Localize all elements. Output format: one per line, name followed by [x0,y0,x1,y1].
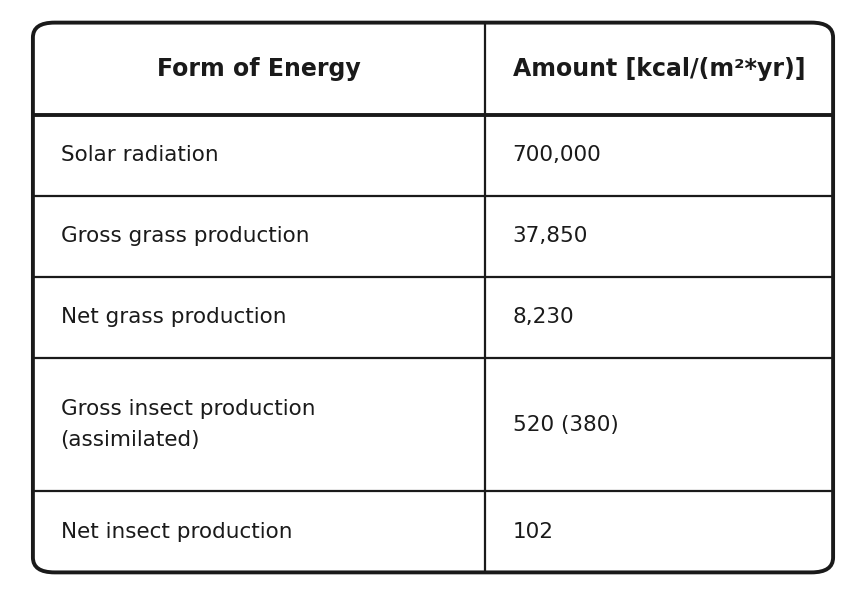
Text: Net grass production: Net grass production [61,307,286,327]
Text: 8,230: 8,230 [513,307,574,327]
Text: Net insect production: Net insect production [61,522,292,542]
Text: 37,850: 37,850 [513,226,588,246]
Text: Form of Energy: Form of Energy [157,57,361,81]
Text: 520 (380): 520 (380) [513,415,618,434]
Text: Gross grass production: Gross grass production [61,226,309,246]
Text: 700,000: 700,000 [513,145,602,165]
Text: Solar radiation: Solar radiation [61,145,218,165]
Text: Gross insect production
(assimilated): Gross insect production (assimilated) [61,399,315,450]
Text: 102: 102 [513,522,553,542]
Text: Amount [kcal/(m²*yr)]: Amount [kcal/(m²*yr)] [513,57,805,81]
